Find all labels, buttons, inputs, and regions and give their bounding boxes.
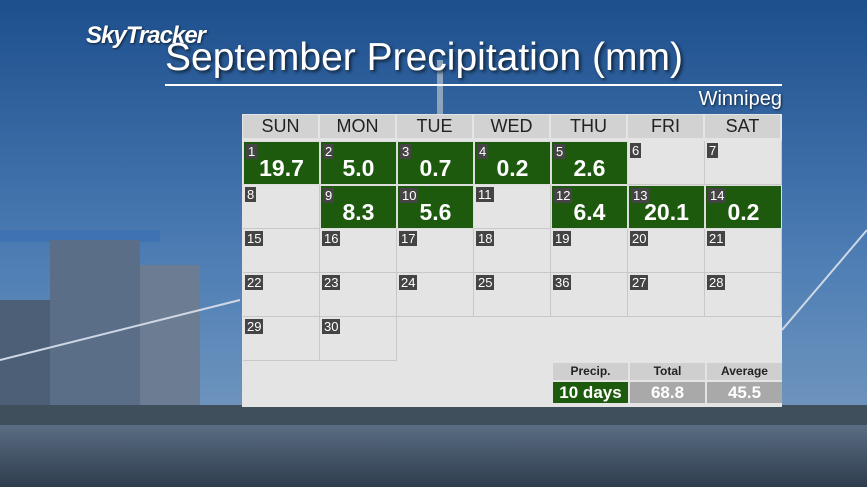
day-number: 3 [400, 144, 412, 159]
summary-value: 45.5 [707, 382, 782, 403]
day-cell: 22 [243, 273, 320, 317]
day-header: THU [551, 115, 626, 138]
day-cell: 1 19.7 [243, 141, 320, 185]
day-number: 25 [476, 275, 495, 290]
day-cell: 11 [474, 185, 551, 229]
day-cell: 4 0.2 [474, 141, 551, 185]
title: September Precipitation (mm) [165, 36, 684, 79]
precip-value: 5.6 [419, 199, 452, 225]
day-cell: 9 8.3 [320, 185, 397, 229]
day-number: 20 [630, 231, 649, 246]
precip-value: 19.7 [259, 155, 304, 181]
day-cell: 3 0.7 [397, 141, 474, 185]
day-number: 14 [708, 188, 727, 203]
day-number: 15 [245, 231, 264, 246]
day-number: 1 [246, 144, 258, 159]
day-number: 4 [477, 144, 489, 159]
day-cell: 12 6.4 [551, 185, 628, 229]
day-cell: 27 [628, 273, 705, 317]
summary-header: Precip. [553, 363, 628, 380]
day-number: 8 [245, 187, 257, 202]
day-cell: 23 [320, 273, 397, 317]
day-cell: 29 [243, 317, 320, 361]
precip-value: 8.3 [342, 199, 375, 225]
day-number: 5 [554, 144, 566, 159]
day-number: 16 [322, 231, 341, 246]
day-number: 24 [399, 275, 418, 290]
title-rule [165, 84, 782, 86]
precip-value: 5.0 [342, 155, 375, 181]
day-number: 13 [631, 188, 650, 203]
day-number: 27 [630, 275, 649, 290]
day-header: MON [320, 115, 395, 138]
precip-value: 0.2 [496, 155, 529, 181]
day-cell: 24 [397, 273, 474, 317]
day-cell: 21 [705, 229, 782, 273]
day-number: 9 [323, 188, 335, 203]
day-cell: 17 [397, 229, 474, 273]
precip-value: 0.2 [727, 199, 760, 225]
day-cell: 20 [628, 229, 705, 273]
summary-value: 68.8 [630, 382, 705, 403]
day-cell: 13 20.1 [628, 185, 705, 229]
day-number: 30 [322, 319, 341, 334]
day-header: SAT [705, 115, 780, 138]
day-cell: 10 5.6 [397, 185, 474, 229]
day-number: 17 [399, 231, 418, 246]
day-cell: 15 [243, 229, 320, 273]
precip-value: 0.7 [419, 155, 452, 181]
day-number: 18 [476, 231, 495, 246]
day-number: 11 [476, 187, 494, 202]
day-number: 10 [400, 188, 419, 203]
day-number: 12 [554, 188, 573, 203]
day-cell: 18 [474, 229, 551, 273]
day-number: 28 [707, 275, 726, 290]
day-number: 7 [707, 143, 719, 158]
day-cell: 36 [551, 273, 628, 317]
location: Winnipeg [698, 88, 782, 110]
day-cell: 6 [628, 141, 705, 185]
day-number: 19 [553, 231, 572, 246]
day-header: WED [474, 115, 549, 138]
day-cell: 5 2.6 [551, 141, 628, 185]
day-cell: 7 [705, 141, 782, 185]
day-number: 36 [553, 275, 572, 290]
day-number: 29 [245, 319, 264, 334]
day-cell: 30 [320, 317, 397, 361]
day-header: TUE [397, 115, 472, 138]
day-number: 23 [322, 275, 341, 290]
day-header: FRI [628, 115, 703, 138]
day-number: 22 [245, 275, 264, 290]
precip-value: 20.1 [644, 199, 689, 225]
precip-value: 2.6 [573, 155, 606, 181]
brand: SkyTracker [86, 22, 206, 49]
day-number: 2 [323, 144, 335, 159]
day-cell: 28 [705, 273, 782, 317]
day-cell: 2 5.0 [320, 141, 397, 185]
summary-header: Total [630, 363, 705, 380]
day-cell: 14 0.2 [705, 185, 782, 229]
precip-value: 6.4 [573, 199, 606, 225]
summary-value: 10 days [553, 382, 628, 403]
day-cell: 19 [551, 229, 628, 273]
day-cell: 16 [320, 229, 397, 273]
day-cell: 8 [243, 185, 320, 229]
day-header: SUN [243, 115, 318, 138]
day-number: 21 [707, 231, 726, 246]
summary-header: Average [707, 363, 782, 380]
day-number: 6 [630, 143, 642, 158]
day-cell: 25 [474, 273, 551, 317]
